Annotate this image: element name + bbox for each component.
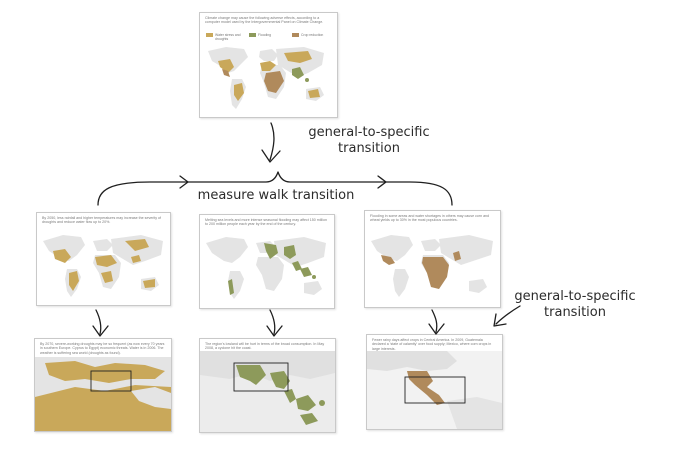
europe-zoom-box (90, 370, 132, 392)
europe-shape (259, 49, 278, 61)
flooding-world-map (206, 237, 326, 299)
americas-zoom-map (367, 351, 502, 429)
right-side-arrow-head (493, 313, 507, 327)
europe-zoom-map (35, 357, 171, 431)
crop-world-map (371, 235, 493, 297)
legend-item-drought: Water stress and droughts (206, 33, 241, 41)
brace-arrowhead-left (179, 175, 189, 189)
legend-swatch-drought (206, 33, 213, 37)
overview-map-panel[interactable]: Climate change may cause the following a… (199, 12, 338, 118)
brace-arrowhead-right (377, 175, 387, 189)
europe-zoom-caption: By 2070, severe-working droughts may be … (40, 342, 165, 355)
drought-map-caption: By 2050, less rainfall and higher temper… (42, 216, 162, 225)
middle-down-arrow (269, 309, 276, 335)
top-transition-label: general-to-specific transition (294, 125, 444, 157)
legend-label-crop: Crop reduction (301, 33, 324, 37)
asia-zoom-map (200, 351, 335, 432)
legend-item-flooding: Flooding (249, 33, 284, 41)
right-down-arrow-head (428, 323, 445, 335)
legend-label-flooding: Flooding (258, 33, 272, 37)
mexico-crop-region (407, 371, 445, 405)
top-transition-label-line1: general-to-specific (308, 125, 430, 140)
overview-world-map (208, 47, 324, 109)
measure-walk-label-text: measure walk transition (197, 188, 355, 203)
europe-zoom-panel[interactable]: By 2070, severe-working droughts may be … (34, 338, 172, 432)
americas-zoom-caption: Fewer rainy days affect crops in Central… (372, 338, 492, 351)
legend-label-drought: Water stress and droughts (215, 33, 241, 41)
asia-zoom-caption: The region's lowland will be hurt in ter… (205, 342, 325, 351)
measure-walk-brace (97, 171, 453, 206)
overview-caption: Climate change may cause the following a… (205, 16, 324, 25)
americas-zoom-panel[interactable]: Fewer rainy days affect crops in Central… (366, 334, 503, 430)
flooding-map-panel[interactable]: Melting sea levels and more intense seas… (199, 214, 335, 309)
top-transition-label-line2: transition (338, 141, 400, 156)
legend-item-crop: Crop reduction (292, 33, 327, 41)
drought-world-map (43, 235, 163, 297)
overview-legend: Water stress and droughts Flooding Crop … (206, 33, 327, 41)
top-down-arrow-head (261, 149, 281, 163)
left-down-arrow (95, 309, 102, 335)
crop-map-caption: Flooding in some areas and water shortag… (370, 214, 490, 223)
measure-walk-label: measure walk transition (188, 188, 364, 204)
left-down-arrow-head (92, 325, 109, 337)
top-down-arrow (269, 122, 275, 161)
india-flood-region (236, 365, 266, 385)
europe-south-region (45, 361, 165, 383)
asia-zoom-box (233, 362, 289, 392)
middle-down-arrow-head (266, 325, 283, 337)
legend-swatch-crop (292, 33, 299, 37)
right-transition-label-line1: general-to-specific (514, 289, 636, 304)
right-transition-label-line2: transition (544, 305, 606, 320)
right-transition-label: general-to-specific transition (500, 289, 650, 321)
crop-map-panel[interactable]: Flooding in some areas and water shortag… (364, 210, 501, 308)
americas-zoom-box (404, 376, 466, 404)
right-down-arrow (431, 309, 438, 333)
drought-map-panel[interactable]: By 2050, less rainfall and higher temper… (36, 212, 171, 306)
asia-zoom-panel[interactable]: The region's lowland will be hurt in ter… (199, 338, 336, 433)
flooding-map-caption: Melting sea levels and more intense seas… (205, 218, 327, 227)
right-side-arrow (495, 305, 521, 325)
legend-swatch-flooding (249, 33, 256, 37)
